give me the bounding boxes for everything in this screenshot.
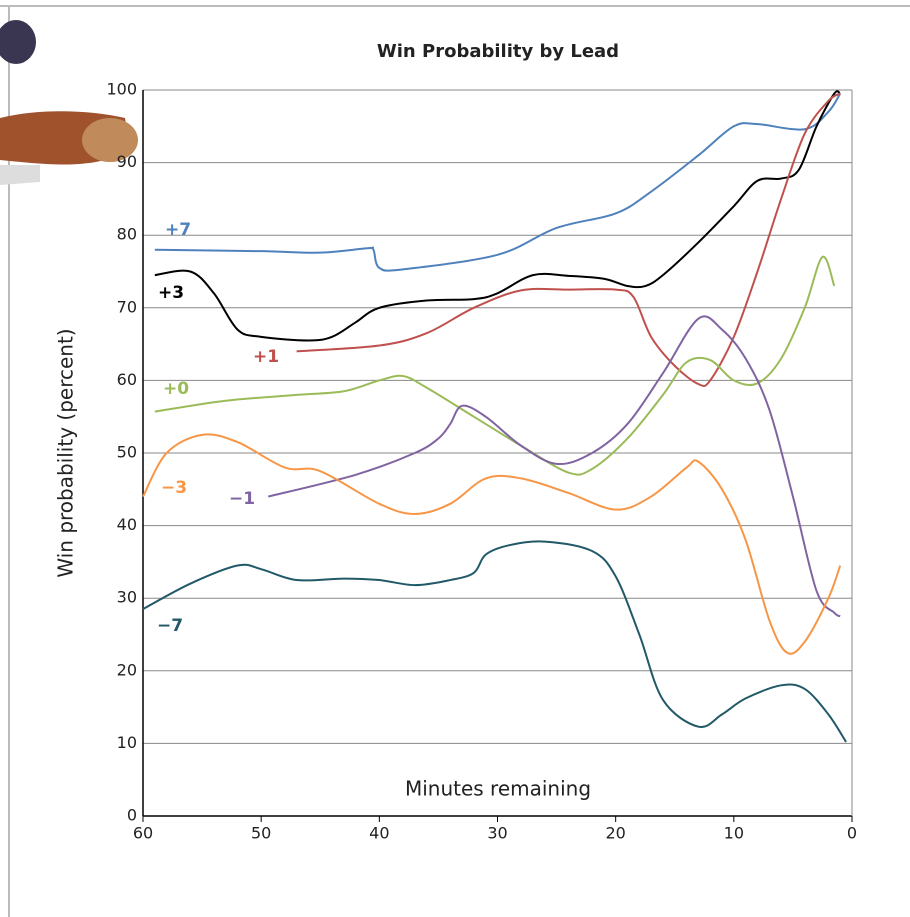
- y-tick-label: 30: [117, 588, 137, 607]
- x-tick-label: 50: [251, 824, 271, 843]
- series-label: −7: [157, 616, 183, 636]
- y-tick-label: 10: [117, 733, 137, 752]
- series-line: [143, 541, 846, 742]
- y-tick-label: 50: [117, 443, 137, 462]
- y-tick-label: 70: [117, 297, 137, 316]
- y-tick-label: 90: [117, 152, 137, 171]
- series-label: +3: [158, 283, 184, 303]
- y-tick-label: 100: [106, 80, 137, 99]
- series-line: [155, 91, 840, 340]
- series-line: [155, 94, 840, 271]
- y-tick-label: 0: [127, 806, 137, 825]
- series-label: +0: [163, 379, 189, 399]
- y-tick-label: 60: [117, 370, 137, 389]
- chart: Win Probability by Lead Minutes remainin…: [0, 0, 910, 917]
- x-tick-label: 30: [487, 824, 507, 843]
- series-label: −1: [229, 489, 255, 509]
- x-tick-label: 20: [605, 824, 625, 843]
- x-tick-label: 0: [847, 824, 857, 843]
- series-line: [297, 94, 841, 386]
- y-tick-label: 20: [117, 660, 137, 679]
- x-tick-label: 40: [369, 824, 389, 843]
- x-tick-label: 60: [133, 824, 153, 843]
- x-axis-label: Minutes remaining: [405, 777, 591, 801]
- chart-title: Win Probability by Lead: [377, 41, 619, 62]
- y-axis-label: Win probability (percent): [54, 328, 78, 577]
- series-label: +1: [253, 347, 279, 367]
- y-tick-label: 40: [117, 515, 137, 534]
- y-tick-label: 80: [117, 225, 137, 244]
- x-tick-label: 10: [724, 824, 744, 843]
- series-label: +7: [165, 220, 191, 240]
- series-line: [143, 434, 840, 653]
- series-label: −3: [161, 478, 187, 498]
